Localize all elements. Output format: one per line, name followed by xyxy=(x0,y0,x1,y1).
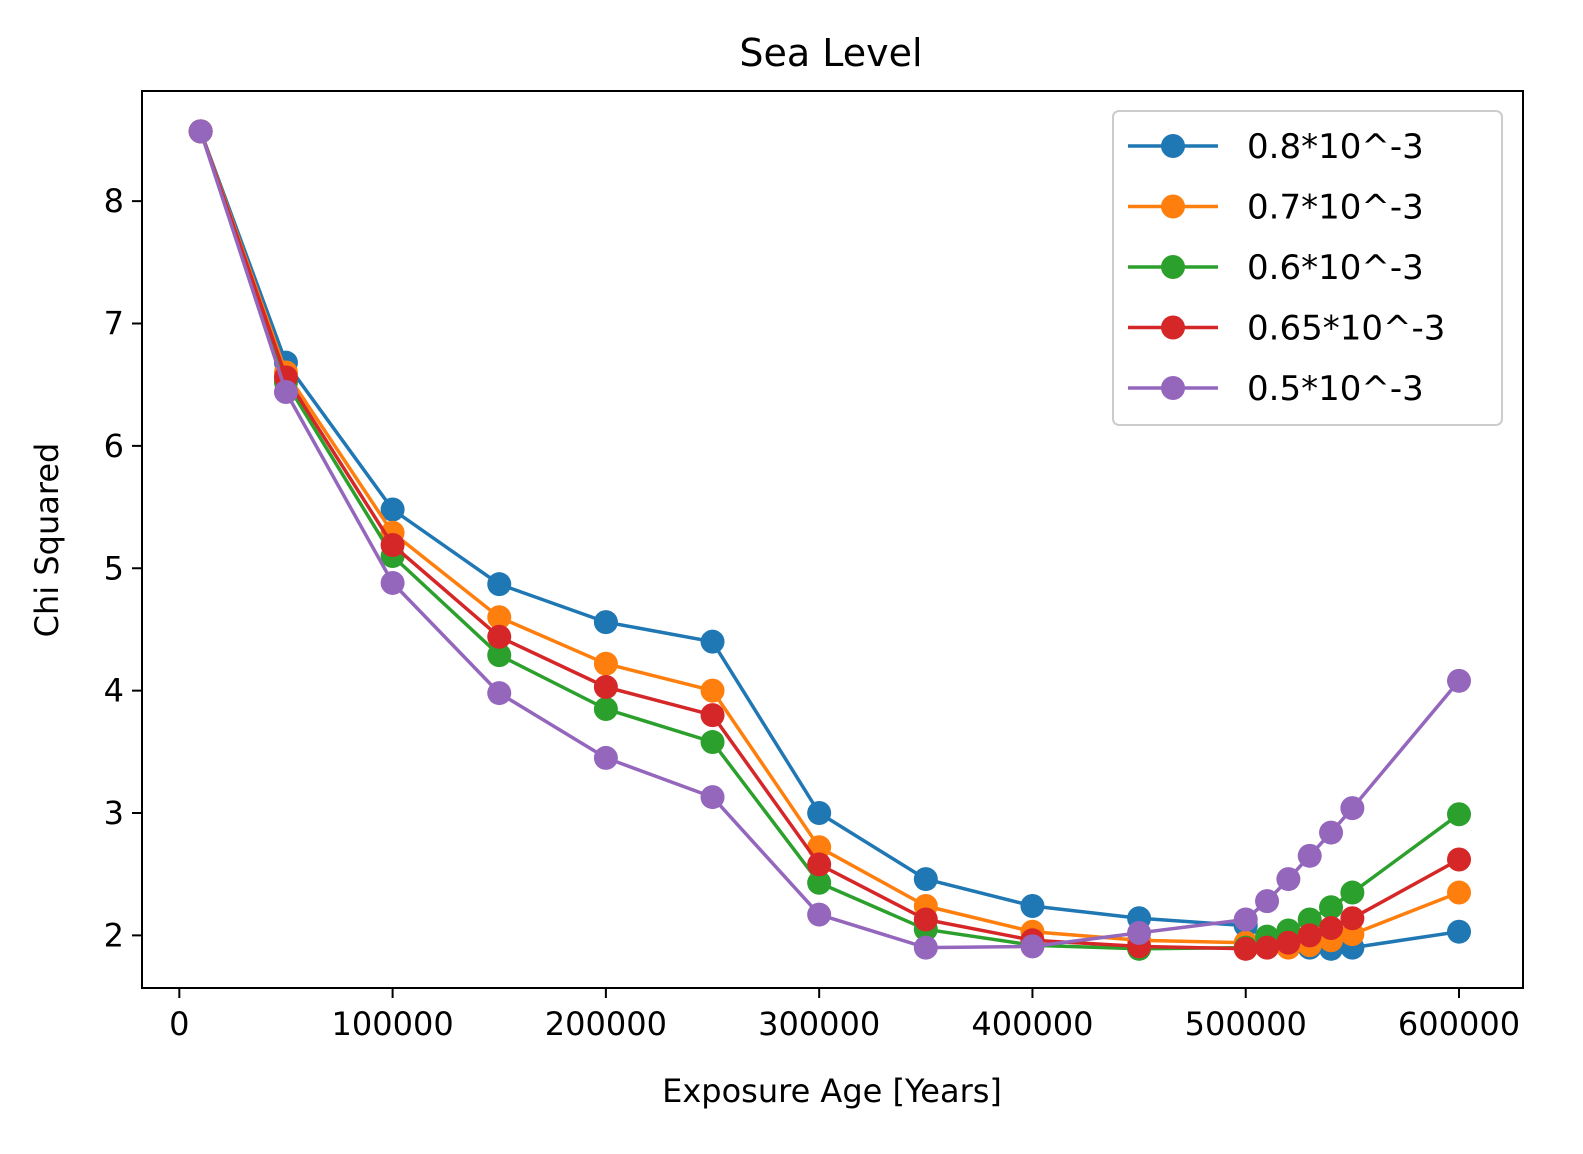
data-point xyxy=(1233,907,1258,932)
data-point xyxy=(273,380,298,405)
data-point xyxy=(1020,934,1045,959)
x-tick-label: 300000 xyxy=(758,1005,880,1043)
data-point xyxy=(1127,920,1152,945)
data-point xyxy=(700,703,725,728)
data-point xyxy=(1255,889,1280,914)
data-point xyxy=(1447,802,1472,827)
y-tick-label: 4 xyxy=(104,672,124,710)
data-point xyxy=(593,696,618,721)
legend-label: 0.5*10^-3 xyxy=(1247,369,1424,409)
series-layer xyxy=(188,119,1472,961)
y-tick-label: 8 xyxy=(104,182,124,220)
chart-title: Sea Level xyxy=(739,31,922,75)
legend-label: 0.7*10^-3 xyxy=(1247,188,1424,228)
x-tick-label: 500000 xyxy=(1185,1005,1307,1043)
data-point xyxy=(1233,936,1258,961)
legend-marker xyxy=(1161,255,1185,279)
data-point xyxy=(188,119,213,144)
x-tick-label: 400000 xyxy=(971,1005,1093,1043)
legend-marker xyxy=(1161,315,1185,340)
data-point xyxy=(1276,867,1301,892)
y-axis: 2 3 4 5 6 7 8 xyxy=(104,182,142,954)
data-point xyxy=(487,643,512,668)
data-point xyxy=(807,902,832,927)
data-point xyxy=(593,610,618,635)
data-point xyxy=(1297,843,1322,868)
series-5 xyxy=(188,119,1472,960)
data-point xyxy=(807,870,832,895)
data-point xyxy=(593,651,618,676)
data-point xyxy=(807,852,832,877)
legend-entry: 0.7*10^-3 xyxy=(1128,188,1424,228)
data-point xyxy=(380,497,405,522)
data-point xyxy=(1447,880,1472,905)
data-point xyxy=(1319,895,1344,920)
data-point xyxy=(1340,796,1365,821)
legend-marker xyxy=(1161,134,1185,158)
legend-entry: 0.6*10^-3 xyxy=(1128,248,1424,288)
data-point xyxy=(1255,935,1280,960)
y-axis-label: Chi Squared xyxy=(28,443,66,638)
data-point xyxy=(807,801,832,826)
data-point xyxy=(380,570,405,595)
legend-label: 0.65*10^-3 xyxy=(1247,309,1445,349)
data-point xyxy=(913,867,938,892)
data-point xyxy=(593,674,618,699)
legend-label: 0.6*10^-3 xyxy=(1247,248,1424,288)
data-point xyxy=(700,730,725,755)
plot-frame xyxy=(141,90,1524,989)
x-tick-label: 200000 xyxy=(545,1005,667,1043)
data-point xyxy=(593,745,618,770)
y-tick-label: 6 xyxy=(104,427,124,465)
legend: 0.8*10^-3 0.7*10^-3 0.6*10^-3 0.65*10^-3 0.5… xyxy=(1112,110,1503,426)
data-point xyxy=(1276,930,1301,955)
y-tick-label: 5 xyxy=(104,549,124,587)
legend-entry: 0.8*10^-3 xyxy=(1128,127,1424,167)
legend-entry: 0.65*10^-3 xyxy=(1128,309,1445,349)
legend-label: 0.8*10^-3 xyxy=(1247,127,1424,167)
data-point xyxy=(1319,916,1344,941)
y-tick-label: 3 xyxy=(104,794,124,832)
data-point xyxy=(1319,820,1344,845)
data-point xyxy=(487,572,512,597)
data-point xyxy=(380,533,405,558)
legend-marker xyxy=(1161,376,1185,400)
x-tick-label: 600000 xyxy=(1398,1005,1520,1043)
data-point xyxy=(1447,847,1472,872)
data-point xyxy=(1297,923,1322,948)
legend-marker xyxy=(1161,194,1185,219)
data-point xyxy=(913,907,938,932)
legend-box xyxy=(1112,110,1503,426)
y-tick-label: 2 xyxy=(104,916,124,954)
data-point xyxy=(1020,894,1045,919)
data-point xyxy=(700,629,725,654)
data-point xyxy=(1447,668,1472,693)
x-tick-label: 0 xyxy=(169,1005,189,1043)
data-point xyxy=(1340,906,1365,931)
x-axis-label: Exposure Age [Years] xyxy=(662,1072,1002,1110)
data-point xyxy=(487,681,512,706)
data-point xyxy=(913,935,938,960)
legend-entry: 0.5*10^-3 xyxy=(1128,369,1424,409)
data-point xyxy=(487,624,512,649)
data-point xyxy=(1447,919,1472,944)
x-axis: 0 100000 200000 300000 400000 500000 600000 xyxy=(169,988,1520,1043)
x-tick-label: 100000 xyxy=(332,1005,454,1043)
data-point xyxy=(487,605,512,630)
data-point xyxy=(700,785,725,810)
y-tick-label: 7 xyxy=(104,305,124,343)
data-point xyxy=(1340,880,1365,905)
data-point xyxy=(700,678,725,703)
